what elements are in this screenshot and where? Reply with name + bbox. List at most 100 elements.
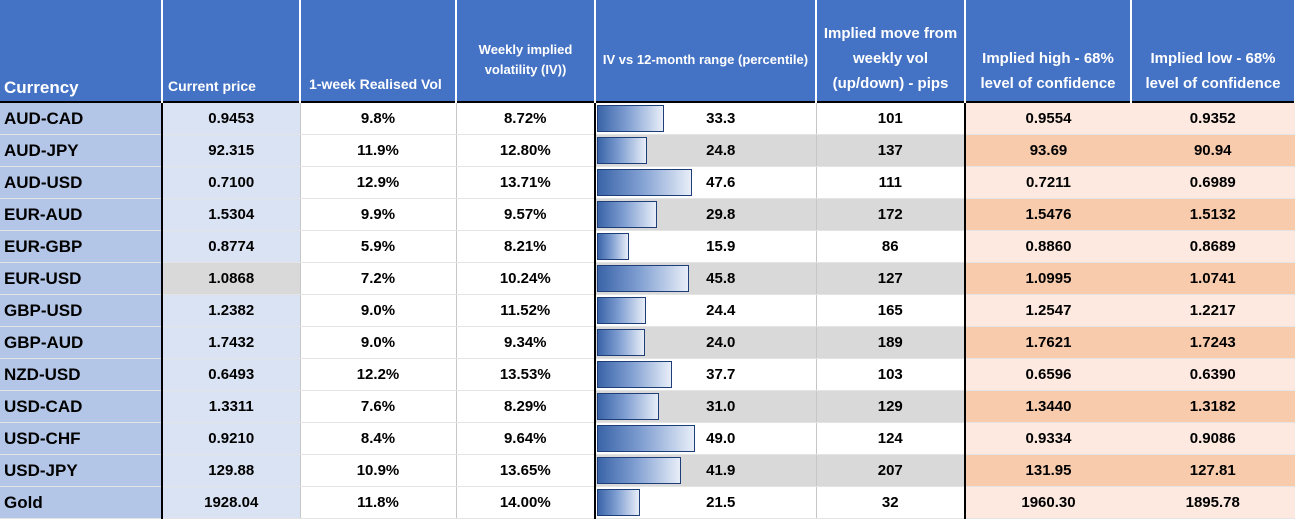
implied-vol-cell: 8.72% — [456, 101, 596, 135]
realised-vol-cell: 9.9% — [300, 198, 457, 231]
percentile-value: 15.9 — [706, 238, 736, 255]
percentile-value: 29.8 — [706, 206, 736, 223]
current-price-cell: 1.3311 — [162, 390, 301, 423]
implied-low-cell: 0.6989 — [1131, 166, 1295, 199]
table-row: GBP-AUD 1.7432 9.0% 9.34% 24.0 189 1.7621 1.724… — [0, 326, 1295, 359]
current-price-cell: 0.7100 — [162, 166, 301, 199]
currency-cell: EUR-AUD — [0, 198, 163, 231]
implied-vol-cell: 13.53% — [456, 358, 596, 391]
percentile-value: 37.7 — [706, 366, 736, 383]
implied-low-cell: 127.81 — [1131, 454, 1295, 487]
realised-vol-cell: 11.9% — [300, 134, 457, 167]
header-currency: Currency — [0, 0, 163, 102]
implied-move-cell: 189 — [816, 326, 966, 359]
iv-percentile-cell: 15.9 — [595, 230, 817, 263]
currency-cell: AUD-CAD — [0, 101, 163, 135]
implied-high-cell: 1.3440 — [965, 390, 1131, 423]
implied-low-cell: 0.9086 — [1131, 422, 1295, 455]
implied-vol-cell: 10.24% — [456, 262, 596, 295]
implied-low-cell: 0.8689 — [1131, 230, 1295, 263]
table-body: AUD-CAD 0.9453 9.8% 8.72% 33.3 101 0.9554 0.935… — [0, 101, 1295, 519]
realised-vol-cell: 7.2% — [300, 262, 457, 295]
current-price-cell: 0.8774 — [162, 230, 301, 263]
table-row: GBP-USD 1.2382 9.0% 11.52% 24.4 165 1.2547 1.22… — [0, 294, 1295, 327]
current-price-cell: 92.315 — [162, 134, 301, 167]
current-price-cell: 129.88 — [162, 454, 301, 487]
implied-vol-cell: 8.21% — [456, 230, 596, 263]
implied-high-cell: 0.9334 — [965, 422, 1131, 455]
percentile-bar — [597, 169, 692, 196]
percentile-value: 24.4 — [706, 302, 736, 319]
implied-move-cell: 103 — [816, 358, 966, 391]
table-row: AUD-JPY 92.315 11.9% 12.80% 24.8 137 93.69 90.9… — [0, 134, 1295, 167]
table-row: AUD-USD 0.7100 12.9% 13.71% 47.6 111 0.7211 0.6… — [0, 166, 1295, 199]
iv-percentile-cell: 37.7 — [595, 358, 817, 391]
percentile-value: 49.0 — [706, 430, 736, 447]
realised-vol-cell: 8.4% — [300, 422, 457, 455]
percentile-bar — [597, 265, 689, 292]
percentile-bar — [597, 489, 640, 516]
percentile-bar — [597, 233, 629, 260]
realised-vol-cell: 10.9% — [300, 454, 457, 487]
percentile-bar — [597, 393, 659, 420]
table-row: EUR-AUD 1.5304 9.9% 9.57% 29.8 172 1.5476 1.513… — [0, 198, 1295, 231]
implied-vol-cell: 9.64% — [456, 422, 596, 455]
current-price-cell: 1928.04 — [162, 486, 301, 519]
percentile-value: 41.9 — [706, 462, 736, 479]
currency-cell: EUR-USD — [0, 262, 163, 295]
implied-high-cell: 1.0995 — [965, 262, 1131, 295]
currency-cell: USD-CHF — [0, 422, 163, 455]
percentile-value: 24.0 — [706, 334, 736, 351]
iv-percentile-cell: 24.4 — [595, 294, 817, 327]
table-row: EUR-USD 1.0868 7.2% 10.24% 45.8 127 1.0995 1.07… — [0, 262, 1295, 295]
implied-move-cell: 127 — [816, 262, 966, 295]
header-implied-move: Implied move from weekly vol (up/down) -… — [816, 0, 966, 102]
implied-high-cell: 0.6596 — [965, 358, 1131, 391]
table-row: Gold 1928.04 11.8% 14.00% 21.5 32 1960.30 1895.… — [0, 486, 1295, 519]
currency-cell: GBP-AUD — [0, 326, 163, 359]
implied-low-cell: 1.7243 — [1131, 326, 1295, 359]
implied-low-cell: 90.94 — [1131, 134, 1295, 167]
implied-high-cell: 0.7211 — [965, 166, 1131, 199]
currency-cell: EUR-GBP — [0, 230, 163, 263]
implied-vol-cell: 9.34% — [456, 326, 596, 359]
current-price-cell: 1.0868 — [162, 262, 301, 295]
implied-low-cell: 0.6390 — [1131, 358, 1295, 391]
percentile-bar — [597, 329, 645, 356]
implied-high-cell: 0.9554 — [965, 101, 1131, 135]
implied-move-cell: 172 — [816, 198, 966, 231]
currency-cell: AUD-JPY — [0, 134, 163, 167]
iv-percentile-cell: 49.0 — [595, 422, 817, 455]
implied-move-cell: 111 — [816, 166, 966, 199]
implied-move-cell: 137 — [816, 134, 966, 167]
table-row: USD-JPY 129.88 10.9% 13.65% 41.9 207 131.95 127… — [0, 454, 1295, 487]
header-implied-low: Implied low - 68% level of confidence — [1131, 0, 1295, 102]
realised-vol-cell: 7.6% — [300, 390, 457, 423]
iv-percentile-cell: 24.0 — [595, 326, 817, 359]
current-price-cell: 1.7432 — [162, 326, 301, 359]
implied-vol-cell: 14.00% — [456, 486, 596, 519]
implied-move-cell: 101 — [816, 101, 966, 135]
current-price-cell: 0.9453 — [162, 101, 301, 135]
currency-cell: USD-JPY — [0, 454, 163, 487]
realised-vol-cell: 12.9% — [300, 166, 457, 199]
iv-percentile-cell: 24.8 — [595, 134, 817, 167]
percentile-bar — [597, 297, 646, 324]
table-row: NZD-USD 0.6493 12.2% 13.53% 37.7 103 0.6596 0.6… — [0, 358, 1295, 391]
realised-vol-cell: 11.8% — [300, 486, 457, 519]
table-row: AUD-CAD 0.9453 9.8% 8.72% 33.3 101 0.9554 0.935… — [0, 101, 1295, 135]
implied-high-cell: 1.2547 — [965, 294, 1131, 327]
realised-vol-cell: 9.0% — [300, 294, 457, 327]
percentile-bar — [597, 457, 681, 484]
currency-cell: NZD-USD — [0, 358, 163, 391]
header-iv-percentile: IV vs 12-month range (percentile) — [595, 0, 817, 102]
current-price-cell: 1.2382 — [162, 294, 301, 327]
current-price-cell: 1.5304 — [162, 198, 301, 231]
table-row: USD-CAD 1.3311 7.6% 8.29% 31.0 129 1.3440 1.318… — [0, 390, 1295, 423]
header-implied-high: Implied high - 68% level of confidence — [965, 0, 1132, 102]
table-row: USD-CHF 0.9210 8.4% 9.64% 49.0 124 0.9334 0.908… — [0, 422, 1295, 455]
implied-low-cell: 1.0741 — [1131, 262, 1295, 295]
implied-vol-cell: 13.71% — [456, 166, 596, 199]
realised-vol-cell: 9.8% — [300, 101, 457, 135]
